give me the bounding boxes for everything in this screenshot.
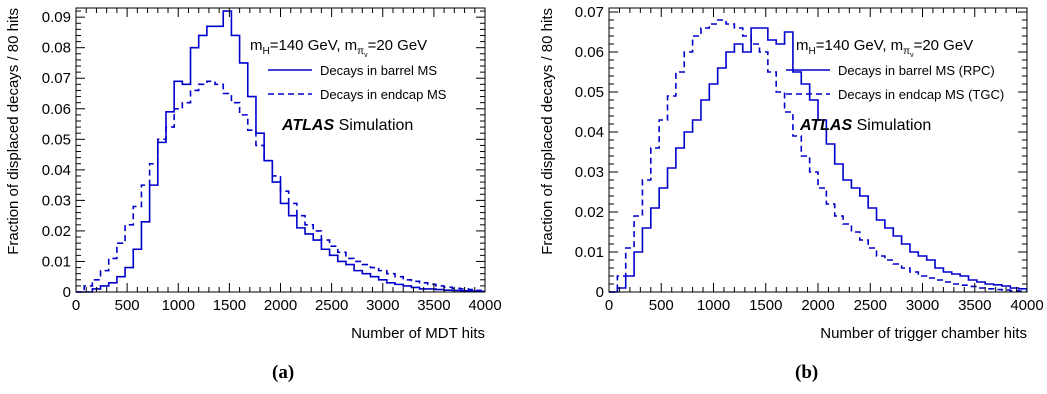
y-tick-label: 0.03: [42, 192, 71, 209]
x-axis-label: Number of trigger chamber hits: [820, 325, 1027, 342]
x-tick-label: 2500: [854, 297, 887, 314]
x-tick-label: 1500: [749, 297, 782, 314]
y-axis-label: Fraction of displaced decays / 80 hits: [539, 8, 556, 255]
y-tick-label: 0: [596, 284, 604, 301]
histogram-endcap: [609, 19, 1027, 293]
y-axis-label: Fraction of displaced decays / 80 hits: [5, 8, 22, 255]
y-tick-label: 0.05: [575, 84, 604, 101]
y-tick-label: 0.03: [575, 164, 604, 181]
panel-label-b: (b): [795, 362, 819, 383]
x-tick-label: 3500: [958, 297, 991, 314]
x-tick-label: 2000: [801, 297, 834, 314]
mass-annotation: mH=140 GeV, mπv=20 GeV: [250, 37, 427, 59]
x-tick-label: 0: [72, 297, 80, 314]
y-tick-label: 0.04: [575, 124, 604, 141]
atlas-label: ATLAS Simulation: [281, 117, 413, 134]
y-tick-label: 0.01: [42, 253, 71, 270]
y-tick-label: 0.05: [42, 131, 71, 148]
x-tick-label: 1000: [697, 297, 730, 314]
y-tick-label: 0.02: [42, 223, 71, 240]
x-tick-label: 3500: [417, 297, 450, 314]
panel-label-a: (a): [272, 362, 295, 383]
legend-label: Decays in endcap MS (TGC): [838, 87, 1004, 102]
x-tick-label: 500: [649, 297, 674, 314]
x-tick-label: 4000: [468, 297, 501, 314]
y-tick-label: 0.04: [42, 162, 71, 179]
mass-annotation: mH=140 GeV, mπv=20 GeV: [796, 37, 973, 59]
y-tick-label: 0.07: [575, 4, 604, 21]
x-tick-label: 1500: [213, 297, 246, 314]
chart-panel-b: 0 500 1000 1500 2000 2500 3000 3500 4000 0 0.01 0.0…: [539, 4, 1044, 342]
histogram-barrel: [609, 27, 1027, 293]
chart-panel-a: 0 500 1000 1500 2000 2500 3000 3500 4000 0 0.01 0.0…: [5, 7, 502, 342]
x-axis-label: Number of MDT hits: [351, 325, 485, 342]
legend-label: Decays in barrel MS: [320, 63, 437, 78]
x-tick-label: 4000: [1010, 297, 1043, 314]
atlas-label: ATLAS Simulation: [799, 117, 931, 134]
histogram-barrel: [76, 10, 485, 293]
x-tick-label: 2500: [315, 297, 348, 314]
x-tick-label: 500: [115, 297, 140, 314]
x-tick-label: 1000: [162, 297, 195, 314]
x-tick-label: 0: [605, 297, 613, 314]
y-tick-label: 0.02: [575, 204, 604, 221]
x-tick-label: 2000: [264, 297, 297, 314]
y-tick-label: 0.06: [575, 44, 604, 61]
y-tick-label: 0.01: [575, 244, 604, 261]
y-tick-label: 0.08: [42, 40, 71, 57]
histogram-endcap: [76, 80, 485, 293]
y-tick-label: 0: [63, 284, 71, 301]
y-tick-label: 0.09: [42, 9, 71, 26]
legend-label: Decays in endcap MS: [320, 87, 447, 102]
x-tick-label: 3000: [906, 297, 939, 314]
legend-label: Decays in barrel MS (RPC): [838, 63, 995, 78]
y-tick-label: 0.06: [42, 101, 71, 118]
y-tick-label: 0.07: [42, 70, 71, 87]
x-tick-label: 3000: [366, 297, 399, 314]
